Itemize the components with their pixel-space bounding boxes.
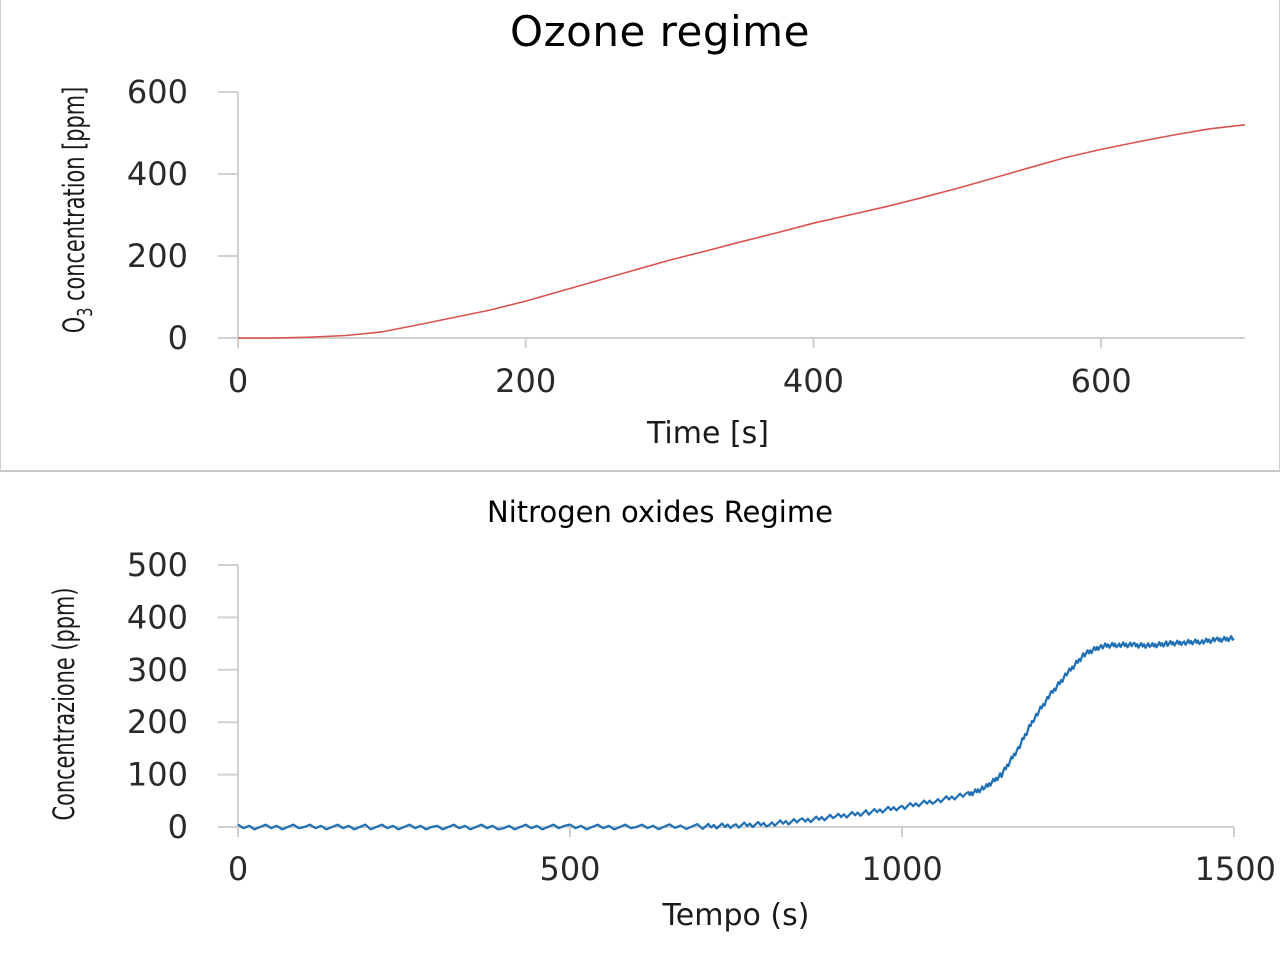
- ozone-chart: Ozone regime 0 200 400 600 0 200 400 600 Time [s]…: [58, 7, 1246, 451]
- nox-chart-panel: Nitrogen oxides Regime 0 100 200 300 400 500 0 5…: [0, 474, 1280, 960]
- series-line-nox: [237, 635, 1235, 831]
- x-tick-label: 400: [783, 362, 844, 400]
- y-tick-label: 100: [127, 756, 188, 794]
- x-tick-label: 1000: [861, 850, 942, 888]
- ozone-chart-panel: Ozone regime 0 200 400 600 0 200 400 600 Time [s]…: [0, 0, 1280, 472]
- y-axis-label-main: O: [58, 317, 91, 333]
- x-tick-label: 0: [228, 850, 248, 888]
- y-axis-label-subscript: 3: [75, 308, 98, 317]
- y-tick-label: 400: [127, 598, 188, 636]
- y-tick-label: 200: [127, 237, 188, 275]
- y-tick-label: 200: [127, 703, 188, 741]
- y-tick-label: 0: [168, 319, 188, 357]
- x-tick-label: 1500: [1195, 850, 1276, 888]
- y-axis-label-rest: concentration [ppm]: [58, 87, 91, 308]
- y-tick-label: 300: [127, 651, 188, 689]
- y-tick-label: 0: [168, 808, 188, 846]
- x-tick-label: 200: [495, 362, 556, 400]
- x-tick-label: 500: [539, 850, 600, 888]
- x-axis-label: Time [s]: [646, 416, 769, 451]
- chart-title: Nitrogen oxides Regime: [487, 495, 833, 529]
- y-tick-label: 600: [127, 73, 188, 111]
- nox-chart: Nitrogen oxides Regime 0 100 200 300 400 500 0 5…: [48, 495, 1276, 933]
- y-tick-label: 500: [127, 546, 188, 584]
- y-axis-label: Concentrazione (ppm): [48, 588, 81, 821]
- y-tick-label: 400: [127, 155, 188, 193]
- series-line-ozone: [238, 124, 1246, 339]
- y-axis-label: O3 concentration [ppm]: [58, 87, 98, 333]
- x-axis-label: Tempo (s): [662, 898, 810, 933]
- x-tick-label: 600: [1071, 362, 1132, 400]
- chart-title: Ozone regime: [510, 7, 810, 56]
- x-tick-label: 0: [228, 362, 248, 400]
